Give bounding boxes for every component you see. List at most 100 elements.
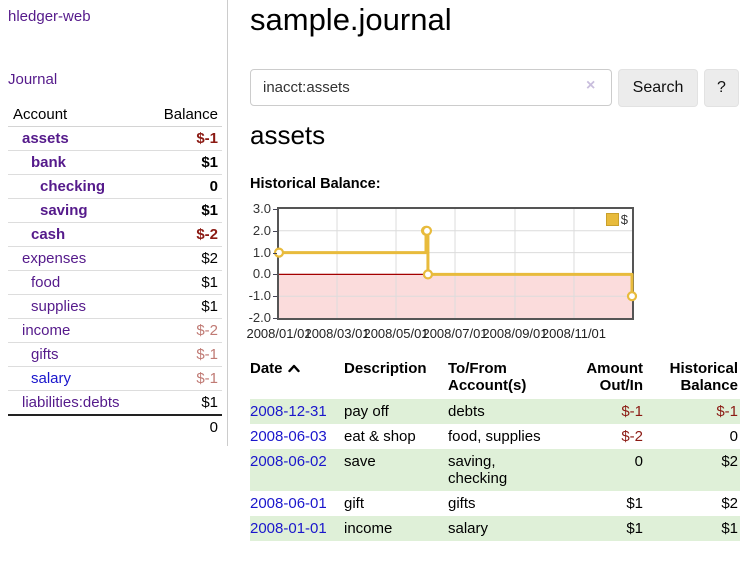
register-tbody: 2008-12-31 pay off debts $-1 $-1 2008-06-03 ea…: [250, 399, 740, 541]
sidebar: hledger-web Journal Account Balance asse…: [0, 0, 228, 446]
transaction-date-link[interactable]: 2008-01-01: [250, 520, 327, 537]
account-balance: $1: [147, 390, 222, 416]
help-button[interactable]: ?: [704, 69, 739, 107]
register-header-date[interactable]: Date: [250, 358, 344, 399]
account-row: checking 0: [8, 174, 222, 199]
account-balance: $-2: [147, 222, 222, 247]
register-header-accounts: To/From Account(s): [448, 360, 527, 394]
transaction-accounts: debts: [448, 403, 485, 420]
x-axis-tick-label: 2008/03/01: [304, 326, 370, 341]
account-link-expenses[interactable]: expenses: [22, 250, 87, 267]
transaction-description: pay off: [344, 403, 389, 420]
transaction-date-link[interactable]: 2008-06-03: [250, 428, 327, 445]
account-row: saving $1: [8, 198, 222, 223]
page-title: sample.journal: [250, 2, 452, 37]
register-header-description: Description: [344, 360, 427, 377]
account-balance: $-1: [147, 342, 222, 367]
account-link-assets[interactable]: assets: [22, 130, 69, 147]
account-link-checking[interactable]: checking: [40, 178, 106, 195]
accounts-total-value: 0: [147, 414, 222, 439]
account-row: bank $1: [8, 150, 222, 175]
legend-swatch: [605, 213, 619, 226]
legend-label: $: [620, 212, 628, 227]
account-link-income[interactable]: income: [22, 322, 71, 339]
register-row: 2008-06-02 save saving, checking 0 $2: [250, 449, 740, 491]
account-link-food[interactable]: food: [31, 274, 61, 291]
sort-asc-icon: [287, 360, 300, 377]
register-row: 2008-06-03 eat & shop food, supplies $-2 0: [250, 424, 740, 449]
transaction-balance: $2: [721, 495, 738, 512]
transaction-description: save: [344, 453, 376, 470]
account-link-supplies[interactable]: supplies: [31, 298, 87, 315]
transaction-accounts: gifts: [448, 495, 476, 512]
account-page-title: assets: [250, 120, 326, 150]
accounts-tbody: assets $-1 bank $1 checking 0 saving $1 cash $-2 e…: [8, 126, 222, 439]
chart-plot: $: [273, 207, 638, 320]
account-balance: 0: [147, 174, 222, 199]
account-link-salary[interactable]: salary: [31, 370, 72, 387]
account-link-saving[interactable]: saving: [40, 202, 88, 219]
y-axis-tick-label: 1.0: [252, 244, 271, 260]
transaction-description: gift: [344, 495, 365, 512]
account-row: expenses $2: [8, 246, 222, 271]
transaction-amount: $-1: [621, 403, 643, 420]
y-axis-tick-label: 0.0: [252, 266, 271, 282]
account-balance: $1: [147, 270, 222, 295]
x-axis-tick-label: 2008/09/01: [482, 326, 548, 341]
transaction-description: income: [344, 520, 393, 537]
account-link-cash[interactable]: cash: [31, 226, 66, 243]
y-axis-tick-label: -1.0: [248, 288, 271, 304]
account-row: cash $-2: [8, 222, 222, 247]
account-link-liabilities-debts[interactable]: liabilities:debts: [22, 394, 120, 411]
accounts-header-account: Account: [8, 103, 148, 127]
app-brand-link[interactable]: hledger-web: [8, 8, 91, 25]
accounts-table: Account Balance assets $-1 bank $1 checking 0…: [8, 103, 222, 439]
transaction-date-link[interactable]: 2008-12-31: [250, 403, 327, 420]
y-axis-tick-label: 3.0: [252, 201, 271, 216]
transaction-balance: $2: [721, 453, 738, 470]
transaction-amount: $1: [626, 520, 643, 537]
balance-chart: $ 3.0 2.0 1.0 0.0 -1.0 -2.0 2008/01/01 2008/03/…: [228, 200, 742, 348]
account-row: income $-2: [8, 318, 222, 343]
accounts-header-balance: Balance: [147, 103, 222, 127]
search-button[interactable]: Search: [618, 69, 698, 107]
account-balance: $2: [147, 246, 222, 271]
chart-title: Historical Balance:: [250, 176, 381, 192]
account-balance: $1: [147, 294, 222, 319]
transaction-accounts: saving, checking: [448, 453, 508, 487]
sidebar-item-journal[interactable]: Journal: [8, 71, 58, 88]
account-row: food $1: [8, 270, 222, 295]
account-row: assets $-1: [8, 126, 222, 151]
y-axis-tick-label: 2.0: [252, 222, 271, 238]
accounts-header-row: Account Balance: [8, 103, 222, 127]
clear-search-icon[interactable]: ×: [586, 77, 596, 94]
register-table: Date Description To/From Account(s) Amou…: [250, 358, 740, 541]
account-link-gifts[interactable]: gifts: [31, 346, 59, 363]
account-row: gifts $-1: [8, 342, 222, 367]
search-input[interactable]: [250, 69, 612, 106]
y-axis-tick-mark: [273, 230, 277, 232]
y-axis-tick-mark: [273, 252, 277, 254]
accounts-total-row: 0: [8, 414, 222, 439]
chart-svg: [273, 209, 638, 318]
register-row: 2008-12-31 pay off debts $-1 $-1: [250, 399, 740, 424]
x-axis-tick-label: 2008/01/01: [246, 326, 312, 341]
account-balance: $1: [147, 150, 222, 175]
main-content: sample.journal × Search ? assets Histori…: [228, 0, 742, 582]
register-header-amount: Amount Out/In: [586, 360, 643, 394]
transaction-date-link[interactable]: 2008-06-02: [250, 453, 327, 470]
y-axis-tick-mark: [273, 209, 277, 210]
x-axis-tick-label: 2008/07/01: [422, 326, 488, 341]
chart-legend: $: [605, 212, 628, 227]
transaction-date-link[interactable]: 2008-06-01: [250, 495, 327, 512]
account-balance: $1: [147, 198, 222, 223]
register-row: 2008-06-01 gift gifts $1 $2: [250, 491, 740, 516]
transaction-amount: $1: [626, 495, 643, 512]
y-axis-tick-mark: [273, 274, 277, 276]
account-row: salary $-1: [8, 366, 222, 391]
y-axis-tick-label: -2.0: [248, 310, 271, 325]
register-header-row: Date Description To/From Account(s) Amou…: [250, 358, 740, 399]
account-link-bank[interactable]: bank: [31, 154, 67, 171]
account-row: liabilities:debts $1: [8, 390, 222, 416]
y-axis-tick-mark: [273, 318, 277, 319]
